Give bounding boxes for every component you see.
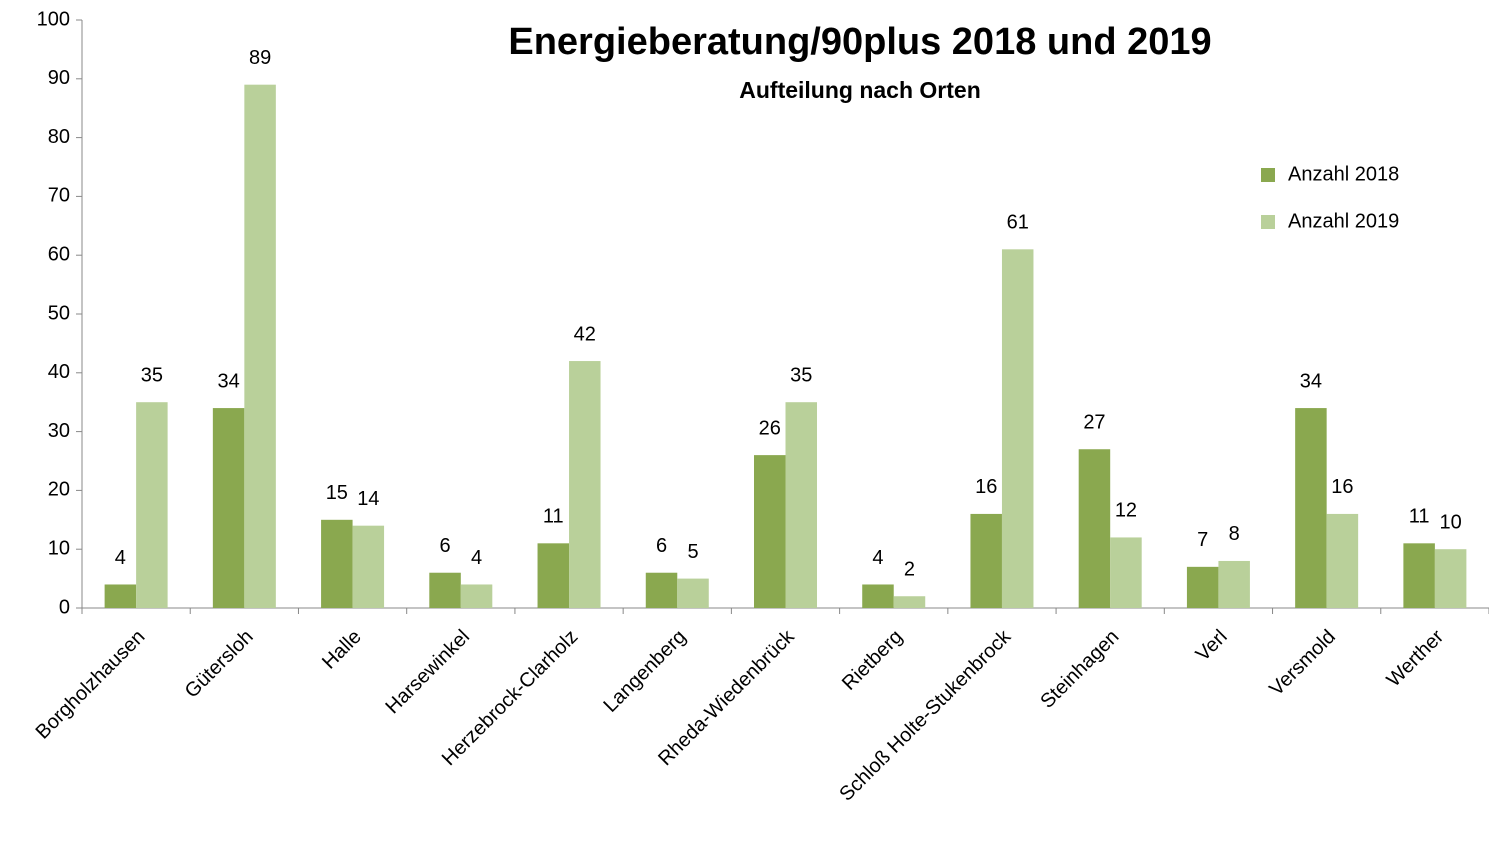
x-tick-label: Halle (318, 626, 366, 674)
y-tick-label: 30 (48, 420, 70, 442)
bar (352, 525, 385, 608)
data-label: 6 (656, 535, 667, 557)
data-label: 2 (904, 559, 915, 581)
data-label: 61 (1007, 212, 1029, 234)
bar (1295, 408, 1327, 608)
chart-title: Energieberatung/90plus 2018 und 2019 (508, 21, 1211, 63)
y-tick-label: 40 (48, 361, 70, 383)
data-label: 16 (1331, 476, 1353, 498)
data-label: 4 (115, 547, 126, 569)
data-label: 10 (1440, 511, 1462, 533)
legend-swatch (1261, 168, 1275, 182)
y-tick-label: 0 (59, 596, 70, 618)
bar (1434, 549, 1467, 608)
x-tick-label: Werther (1383, 625, 1449, 691)
bar (1110, 537, 1142, 608)
x-tick-label: Rietberg (838, 626, 907, 695)
bar (569, 361, 601, 608)
chart-subtitle: Aufteilung nach Orten (739, 77, 981, 103)
data-label: 34 (217, 370, 239, 392)
bar (1218, 560, 1250, 608)
data-label: 16 (975, 476, 997, 498)
y-tick-label: 70 (48, 185, 70, 207)
x-tick-label: Langenberg (599, 626, 690, 717)
bar (212, 408, 245, 608)
y-tick-label: 10 (48, 537, 70, 559)
data-label: 34 (1300, 370, 1322, 392)
legend-label: Anzahl 2018 (1288, 163, 1399, 185)
bar (1403, 543, 1435, 608)
data-label: 26 (759, 417, 781, 439)
data-label: 42 (574, 323, 596, 345)
data-label: 35 (141, 364, 163, 386)
data-label: 4 (471, 547, 482, 569)
bar (1078, 449, 1111, 608)
bar (677, 578, 709, 608)
x-tick-label: Borgholzhausen (32, 626, 150, 744)
legend-swatch (1261, 215, 1275, 229)
data-label: 11 (1409, 506, 1430, 528)
bar (321, 519, 353, 608)
bar (970, 513, 1002, 608)
bar (645, 572, 678, 608)
y-tick-label: 80 (48, 126, 70, 148)
x-tick-label: Gütersloh (181, 626, 258, 703)
data-label: 12 (1115, 500, 1137, 522)
bar (754, 455, 786, 608)
bar (244, 84, 276, 609)
data-label: 11 (543, 506, 564, 528)
y-tick-label: 90 (48, 67, 70, 89)
bar (429, 572, 461, 608)
bar (1326, 513, 1359, 608)
bar (785, 402, 817, 608)
y-tick-label: 100 (37, 8, 70, 30)
x-tick-label: Versmold (1265, 626, 1340, 701)
data-label: 14 (357, 488, 379, 510)
data-label: 35 (790, 364, 812, 386)
y-tick-label: 50 (48, 302, 70, 324)
data-label: 8 (1229, 523, 1240, 545)
y-tick-label: 60 (48, 243, 70, 265)
bar (1186, 566, 1219, 608)
bar (104, 584, 137, 608)
y-tick-label: 20 (48, 479, 70, 501)
x-tick-label: Schloß Holte-Stukenbrock (835, 625, 1016, 806)
data-label: 89 (249, 47, 271, 69)
legend-label: Anzahl 2019 (1288, 210, 1399, 232)
bar (1001, 249, 1034, 608)
bar (537, 543, 570, 608)
bar (136, 402, 168, 608)
bar (460, 584, 493, 608)
data-label: 15 (326, 482, 348, 504)
data-label: 5 (687, 541, 698, 563)
data-label: 6 (439, 535, 450, 557)
bar (893, 596, 926, 608)
bar (862, 584, 894, 608)
x-tick-label: Steinhagen (1036, 626, 1123, 713)
data-label: 27 (1083, 412, 1105, 434)
data-label: 4 (872, 547, 883, 569)
x-tick-label: Harsewinkel (381, 626, 474, 719)
data-label: 7 (1197, 529, 1208, 551)
x-tick-label: Verl (1192, 626, 1232, 666)
